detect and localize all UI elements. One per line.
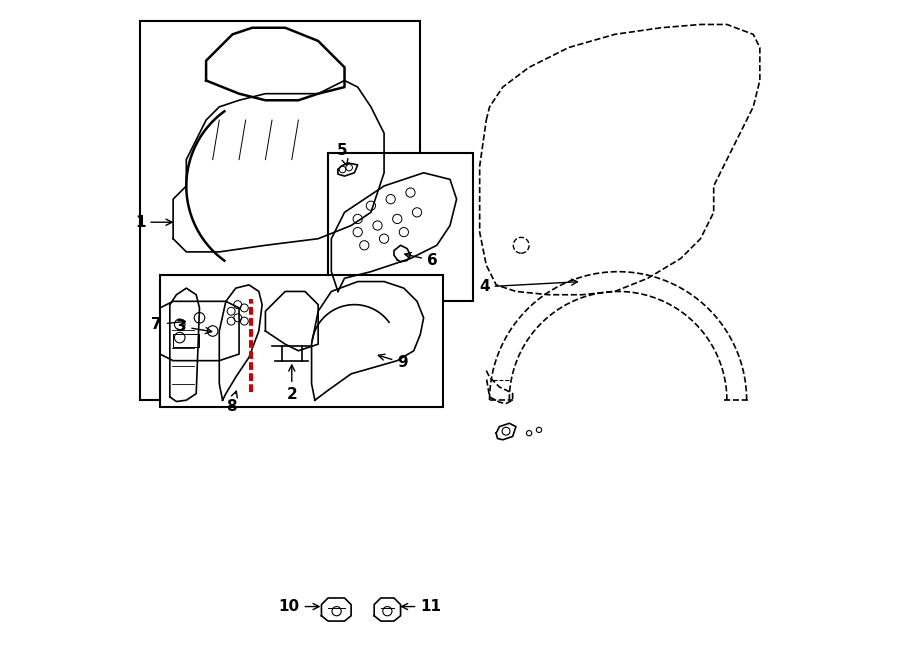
Text: 8: 8 xyxy=(226,391,238,414)
FancyBboxPatch shape xyxy=(160,275,444,407)
Text: 4: 4 xyxy=(479,279,578,295)
Text: 2: 2 xyxy=(286,365,297,402)
Text: 9: 9 xyxy=(378,354,408,370)
FancyBboxPatch shape xyxy=(328,153,473,301)
Text: 11: 11 xyxy=(401,599,441,614)
Text: 7: 7 xyxy=(151,317,185,332)
Text: 10: 10 xyxy=(279,599,320,614)
FancyBboxPatch shape xyxy=(140,21,420,401)
Text: 1: 1 xyxy=(135,214,172,230)
Text: 5: 5 xyxy=(338,143,348,166)
Text: 6: 6 xyxy=(405,253,437,268)
Text: 3: 3 xyxy=(176,319,211,334)
